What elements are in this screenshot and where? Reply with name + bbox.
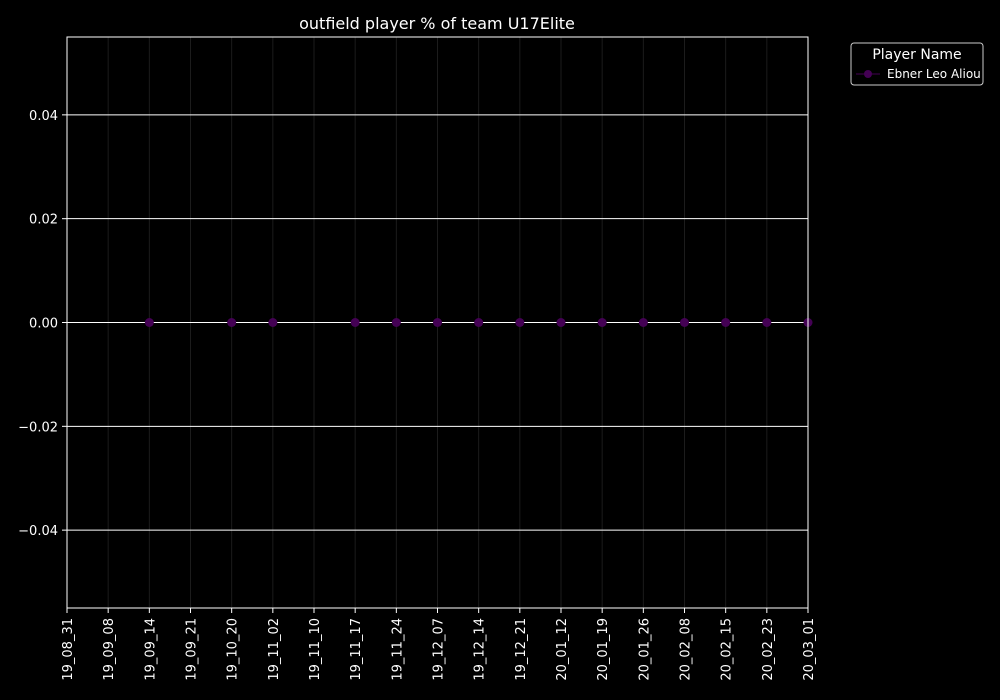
- legend-box: [850, 42, 984, 86]
- data-point: [433, 318, 442, 327]
- data-point: [268, 318, 278, 327]
- data-point: [638, 318, 648, 327]
- legend-marker-swatch: [864, 70, 872, 78]
- x-tick-label: 19_12_07: [432, 618, 447, 681]
- x-tick-label: 20_02_15: [720, 618, 735, 681]
- x-tick-label: 19_10_20: [226, 618, 241, 681]
- x-tick-label: 19_09_14: [143, 618, 158, 681]
- y-tick-label: 0.02: [29, 213, 58, 228]
- x-tick-label: 19_08_31: [61, 618, 76, 681]
- x-tick-labels: 19_08_31 19_09_08 19_09_14 19_09_21 19_10_20…: [61, 608, 817, 681]
- data-point: [515, 318, 525, 327]
- x-tick-label: 19_12_21: [514, 618, 529, 681]
- x-tick-label: 19_11_17: [349, 618, 364, 681]
- data-point: [144, 318, 154, 327]
- legend: Player Name Ebner Leo Aliou: [850, 42, 984, 86]
- y-tick-label: −0.04: [18, 524, 58, 539]
- x-tick-label: 19_11_02: [267, 618, 282, 681]
- data-point: [391, 318, 401, 327]
- chart-title: outfield player % of team U17Elite: [299, 14, 575, 33]
- legend-title: Player Name: [872, 47, 961, 63]
- x-tick-label: 20_01_19: [596, 618, 611, 681]
- series-markers: [144, 318, 813, 327]
- data-point: [721, 318, 731, 327]
- legend-series-label: Ebner Leo Aliou: [887, 67, 981, 81]
- data-point: [556, 318, 566, 327]
- x-tick-label: 19_12_14: [473, 618, 488, 681]
- x-tick-label: 20_03_01: [802, 618, 817, 681]
- x-tick-label: 19_11_24: [390, 618, 405, 681]
- y-tick-labels: −0.04 −0.02 0.00 0.02 0.04: [18, 109, 67, 539]
- data-point: [227, 318, 237, 327]
- x-tick-label: 19_09_08: [102, 618, 117, 681]
- data-point: [762, 318, 772, 327]
- x-tick-label: 19_11_10: [308, 618, 323, 681]
- x-tick-label: 20_02_08: [679, 618, 694, 681]
- x-tick-label: 19_09_21: [185, 618, 200, 681]
- x-tick-label: 20_02_23: [761, 618, 776, 681]
- x-tick-label: 20_01_12: [555, 618, 570, 681]
- x-tick-label: 20_01_26: [637, 618, 652, 681]
- y-tick-label: −0.02: [18, 420, 58, 435]
- y-tick-label: 0.04: [29, 109, 58, 124]
- plot-frame: [66, 36, 809, 609]
- y-tick-label: 0.00: [29, 317, 58, 332]
- data-point: [474, 318, 484, 327]
- data-point: [680, 318, 689, 327]
- data-point: [350, 318, 360, 327]
- data-point: [597, 318, 607, 327]
